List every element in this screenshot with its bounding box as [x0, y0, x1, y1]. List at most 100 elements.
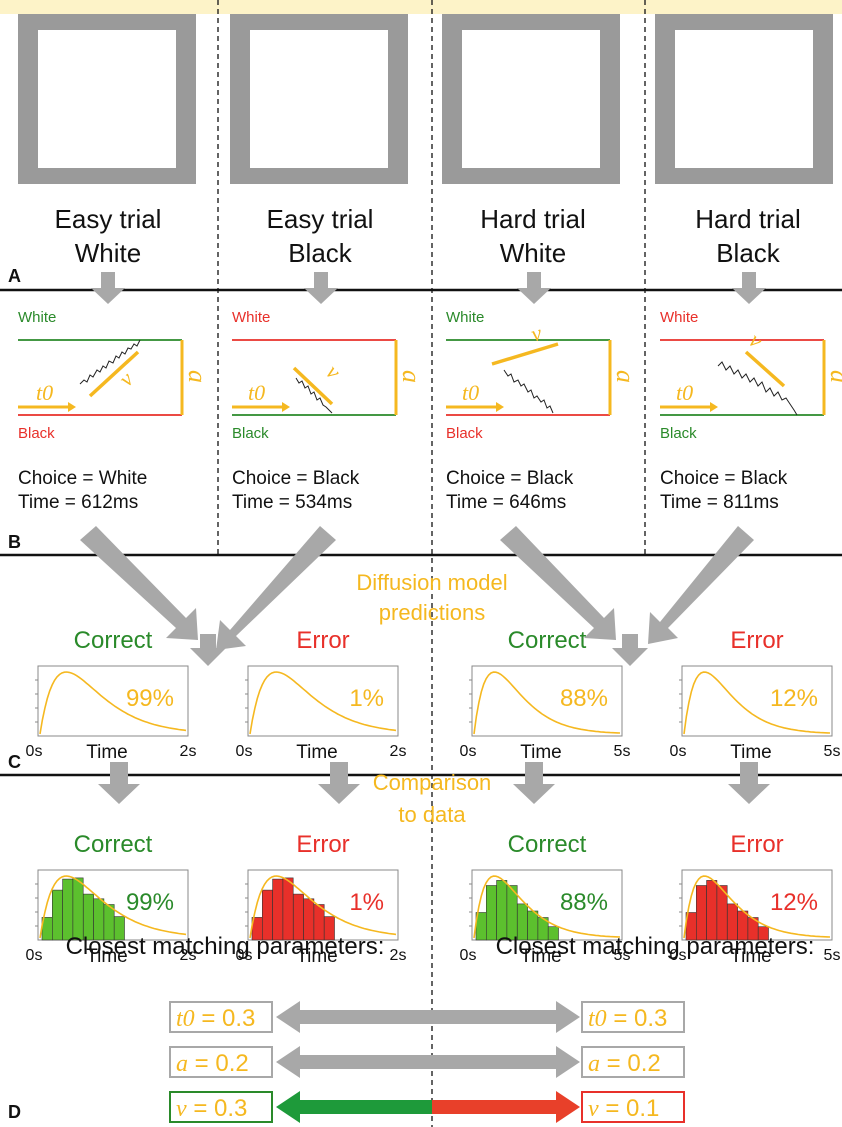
data-plot-2: Error 1% 0s Time 2s	[236, 831, 407, 967]
comparison-title-line1: Comparison	[373, 770, 492, 795]
x-tick-max: 5s	[614, 947, 631, 964]
panel-c-predictions: Diffusion model predictions Correct 99% 0s…	[8, 526, 840, 772]
panel-c-label: C	[8, 752, 21, 772]
trial-3-line1: Hard trial	[480, 204, 585, 234]
x-tick-0: 0s	[26, 947, 43, 964]
plot-percent: 1%	[349, 685, 384, 712]
plot-heading: Correct	[508, 627, 587, 654]
plot-heading: Correct	[74, 627, 153, 654]
x-tick-0: 0s	[26, 743, 43, 760]
param-name: a	[588, 1051, 600, 1077]
param-box-left-v: v = 0.3	[169, 1091, 273, 1123]
param-value: = 0.2	[188, 1050, 249, 1077]
time-text: Time = 612ms	[18, 492, 138, 513]
boundary-top-label: White	[18, 309, 56, 326]
t0-label: t0	[462, 380, 479, 405]
top-strip	[0, 0, 842, 14]
param-name: v	[588, 1096, 599, 1122]
t0-double-arrow	[276, 1001, 580, 1033]
data-plot-3: Correct 88% 0s Time 5s	[460, 831, 631, 967]
param-box-left-t0: t0 = 0.3	[169, 1001, 273, 1033]
plot-frame	[681, 665, 833, 737]
t0-label: t0	[676, 380, 693, 405]
choice-text: Choice = Black	[232, 468, 360, 489]
density-curve	[39, 875, 187, 939]
trial-2-line1: Easy trial	[267, 204, 374, 234]
panel-a: Easy trial White Easy trial Black Hard t…	[8, 14, 833, 286]
x-tick-0: 0s	[236, 947, 253, 964]
plot-percent: 88%	[560, 889, 608, 916]
trial-1-line1: Easy trial	[55, 204, 162, 234]
x-tick-0: 0s	[460, 947, 477, 964]
panel-b-label: B	[8, 532, 21, 552]
plot-heading: Error	[730, 831, 783, 858]
ddm-diagram-2: White Black a t0 v Choice = Black Time =…	[232, 309, 426, 513]
ddm-diagram-4: White Black a t0 v Choice = Black Time =…	[660, 309, 842, 513]
x-axis-label: Time	[86, 742, 128, 763]
plot-frame	[247, 665, 399, 737]
panel-d-label: D	[8, 1102, 21, 1122]
closest-params-right-heading: Closest matching parameters:	[496, 933, 815, 960]
time-text: Time = 646ms	[446, 492, 566, 513]
c-to-c2-arrows	[98, 762, 770, 804]
t0-label: t0	[36, 380, 53, 405]
x-tick-max: 5s	[824, 743, 841, 760]
svg-text:a = 0.2: a = 0.2	[176, 1050, 249, 1077]
t0-label: t0	[248, 380, 265, 405]
panel-d: Closest matching parameters: Closest mat…	[8, 933, 814, 1123]
converge-arrows	[80, 526, 754, 650]
trial-4-line1: Hard trial	[695, 204, 800, 234]
predictions-title-line2: predictions	[379, 600, 485, 625]
plot-heading: Error	[730, 627, 783, 654]
down-arrows-to-c	[190, 634, 648, 666]
a-label: a	[611, 370, 640, 383]
x-axis-label: Time	[86, 946, 128, 967]
svg-text:a = 0.2: a = 0.2	[588, 1050, 661, 1077]
histogram-bar	[485, 885, 497, 941]
time-text: Time = 811ms	[660, 492, 779, 513]
histogram-bar	[72, 877, 84, 941]
x-tick-max: 2s	[180, 947, 197, 964]
choice-text: Choice = White	[18, 468, 147, 489]
param-name: a	[176, 1051, 188, 1077]
histogram-bar	[695, 885, 707, 941]
histogram-bar	[272, 878, 284, 941]
prediction-plot-2: Error 1% 0s Time 2s	[236, 627, 407, 763]
panel-a-label: A	[8, 266, 21, 286]
plot-heading: Correct	[508, 831, 587, 858]
time-text: Time = 534ms	[232, 492, 352, 513]
param-value: = 0.3	[187, 1095, 248, 1122]
trial-4-line2: Black	[716, 238, 781, 268]
plot-frame	[471, 665, 623, 737]
trial-1-line2: White	[75, 238, 141, 268]
x-tick-0: 0s	[670, 947, 687, 964]
plot-percent: 88%	[560, 685, 608, 712]
column-separators	[217, 0, 646, 1127]
param-value: = 0.3	[195, 1005, 256, 1032]
boundary-top-label: White	[446, 309, 484, 326]
boundary-top-label: White	[660, 309, 698, 326]
plot-percent: 12%	[770, 889, 818, 916]
panel-b: White Black a t0 v Choice = White Time =…	[8, 272, 842, 552]
v-label: v	[528, 320, 544, 347]
comparison-title-line2: to data	[398, 802, 466, 827]
boundary-bottom-label: Black	[232, 425, 269, 442]
choice-text: Choice = Black	[446, 468, 574, 489]
boundary-bottom-label: Black	[660, 425, 697, 442]
plot-percent: 1%	[349, 889, 384, 916]
data-plot-4: Error 12% 0s Time 5s	[670, 831, 841, 967]
x-axis-label: Time	[296, 946, 338, 967]
param-name: t0	[176, 1006, 195, 1032]
stimulus-3	[442, 14, 620, 184]
a-double-arrow	[276, 1046, 580, 1078]
x-tick-max: 2s	[180, 743, 197, 760]
a-label: a	[825, 370, 842, 383]
trial-2-line2: Black	[288, 238, 353, 268]
density-curve	[249, 671, 397, 735]
density-curve	[683, 875, 831, 939]
param-box-right-v: v = 0.1	[581, 1091, 685, 1123]
boundary-bottom-label: Black	[446, 425, 483, 442]
x-tick-0: 0s	[460, 743, 477, 760]
plot-heading: Error	[296, 831, 349, 858]
density-curve	[473, 671, 621, 735]
